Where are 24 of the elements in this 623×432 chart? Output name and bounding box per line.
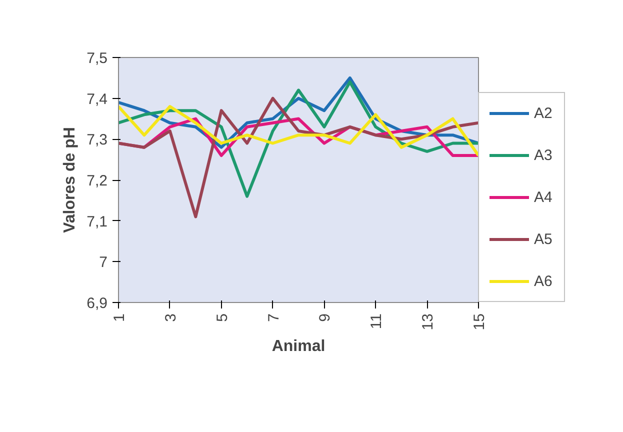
legend-label: A2 [534,104,554,122]
y-tick-label: 7,5 [86,50,108,67]
y-tick-label: 7,2 [86,172,108,190]
y-tick-label: 7,1 [86,213,108,230]
y-tick-label: 7,4 [86,90,108,108]
legend-label: A4 [534,188,554,206]
x-tick-label: 7 [265,314,282,322]
line-series [118,105,478,157]
x-tick-label: 5 [214,314,231,322]
x-axis-title: Animal [272,338,326,356]
legend-label: A3 [534,146,554,164]
y-tick-label: 6,9 [86,295,108,312]
x-tick-label: 11 [368,313,386,330]
legend-label: A6 [534,272,554,290]
x-tick-label: 9 [316,314,334,322]
x-tick-label: 15 [471,313,488,330]
line-series [118,96,478,218]
x-tick-label: 1 [111,314,128,322]
x-tick-label: 13 [420,313,437,330]
y-tick-label: 7 [99,254,108,272]
y-axis-title: Valores de pH [62,127,79,233]
y-tick-label: 7,3 [86,132,108,149]
legend-label: A5 [534,230,554,248]
x-tick-label: 3 [162,314,180,322]
